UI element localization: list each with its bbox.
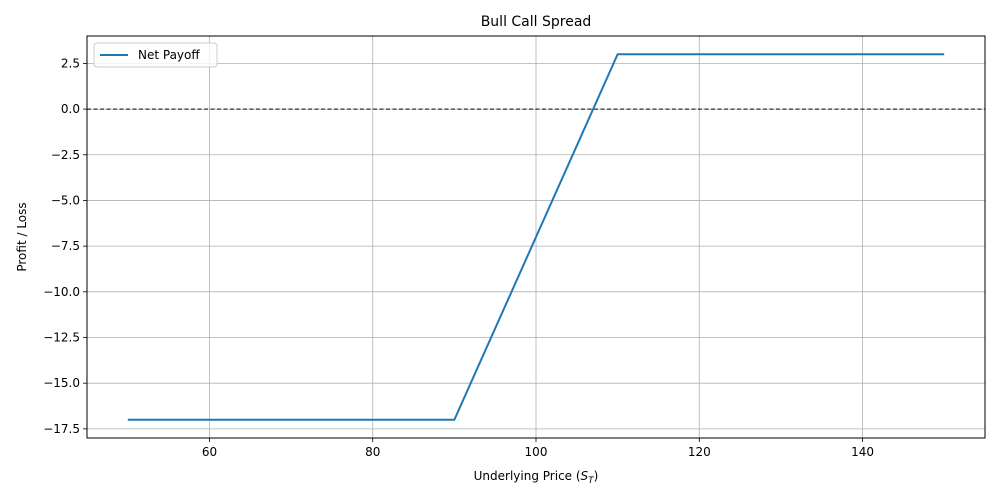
y-tick-label: −15.0 [43, 376, 80, 390]
legend: Net Payoff [93, 42, 218, 68]
y-axis-title: Profit / Loss [15, 202, 29, 271]
x-tick-label: 120 [688, 445, 711, 459]
x-axis-title-suffix: ) [594, 469, 599, 483]
x-tick-label: 140 [851, 445, 874, 459]
grid [87, 36, 985, 438]
y-tick-label: −5.0 [51, 193, 80, 207]
x-axis-ticks: 60 80 100 120 140 [202, 438, 874, 459]
x-axis-title-text: Underlying Price ( [474, 469, 581, 483]
x-axis-title-subscript: T [588, 476, 595, 486]
x-tick-label: 80 [365, 445, 380, 459]
series-line-net-payoff [127, 53, 945, 421]
y-tick-label: −2.5 [51, 148, 80, 162]
series-layer [127, 53, 945, 421]
y-tick-label: 2.5 [61, 56, 80, 70]
y-axis-ticks: 2.5 0.0 −2.5 −5.0 −7.5 −10.0 −12.5 −15.0 −17.5 [43, 56, 87, 436]
legend-label-net-payoff: Net Payoff [138, 48, 200, 62]
x-tick-label: 60 [202, 445, 217, 459]
x-tick-label: 100 [525, 445, 548, 459]
x-axis-title-math: S [581, 469, 589, 483]
y-tick-label: −7.5 [51, 239, 80, 253]
y-tick-label: 0.0 [61, 102, 80, 116]
chart-title: Bull Call Spread [481, 14, 592, 30]
y-tick-label: −10.0 [43, 285, 80, 299]
x-axis-title: Underlying Price (ST) [474, 469, 599, 486]
legend-box [93, 42, 218, 68]
y-tick-label: −17.5 [43, 422, 80, 436]
y-tick-label: −12.5 [43, 331, 80, 345]
